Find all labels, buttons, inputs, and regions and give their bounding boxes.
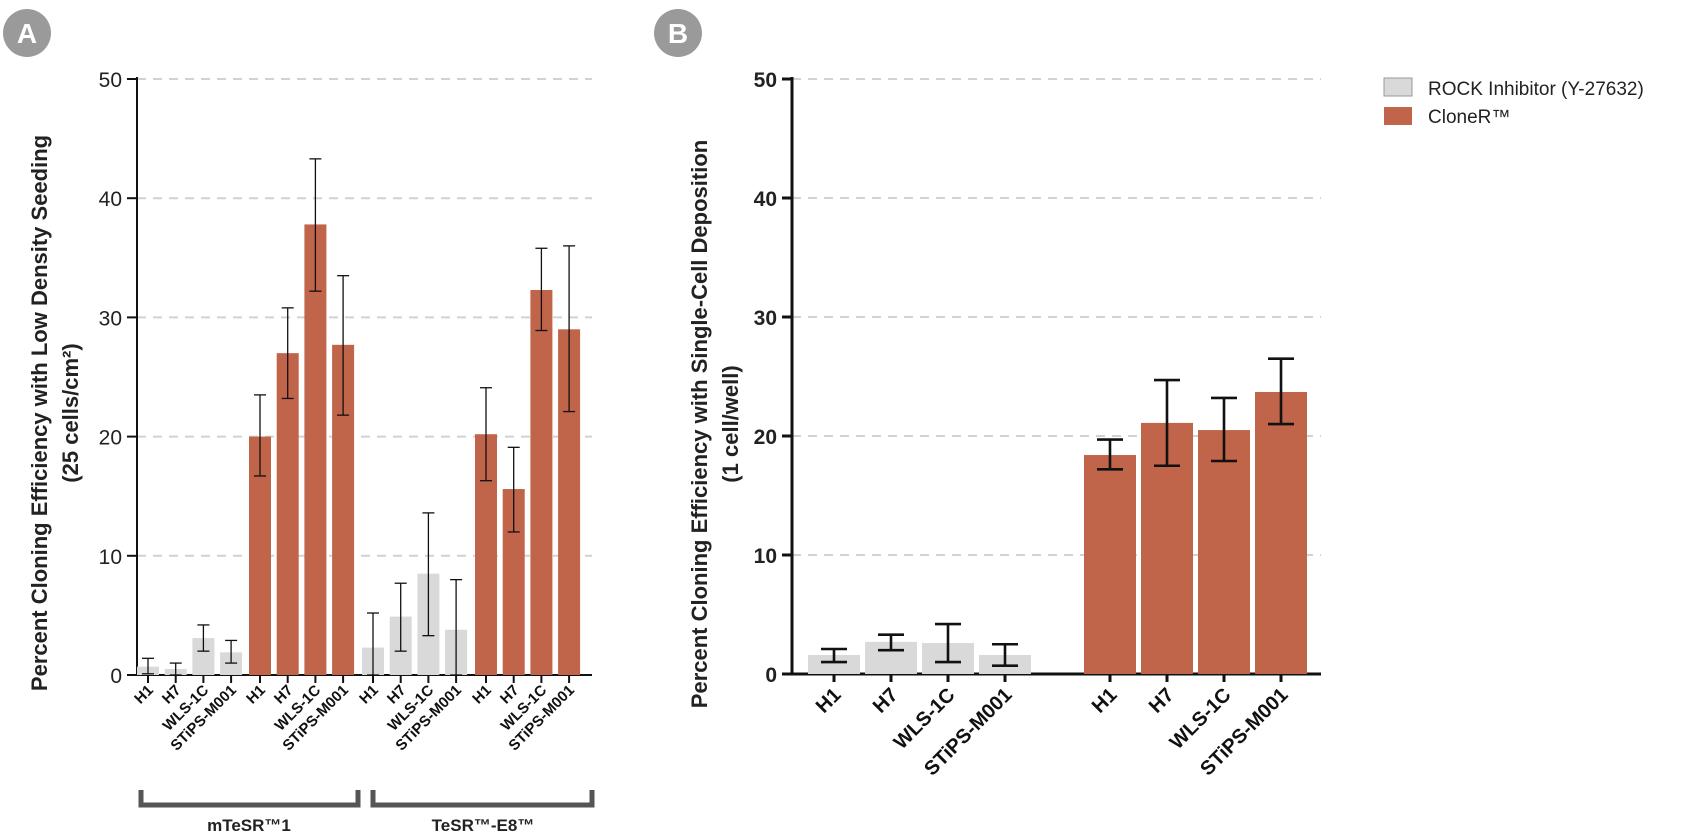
- a-tesr-e8-rock-inhibitor-y-27632-h1-x-label: H1: [356, 682, 382, 708]
- b-cloner-h1-x-label: H1: [1088, 684, 1122, 718]
- a-tesr-e8-cloner-wls-1c-bar: [530, 289, 553, 675]
- y-tick-label-20: 20: [99, 427, 122, 450]
- legend-label-cloner: CloneR™: [1428, 107, 1510, 128]
- y-tick-label-10: 10: [99, 546, 122, 569]
- y-tick-label-30: 30: [754, 307, 777, 330]
- legend: ROCK Inhibitor (Y-27632) CloneR™: [1383, 77, 1644, 128]
- y-tick-label-50: 50: [754, 69, 777, 92]
- b-rock-inhibitor-y-27632-h1-bar: [808, 654, 860, 674]
- a-mtesr-1-cloner-stips-m001-bar: [332, 344, 355, 675]
- group-bracket-mtesr-line: [138, 790, 361, 808]
- y-tick-label-0: 0: [765, 664, 777, 687]
- b-rock-inhibitor-y-27632-h1-x-label: H1: [812, 684, 846, 718]
- b-cloner-stips-m001-bar: [1255, 391, 1307, 674]
- a-tesr-e8-cloner-h1-bar: [475, 434, 497, 675]
- group-bracket-tesr-e8: TeSR™-E8™: [370, 790, 595, 835]
- panel-b-ylabel: Percent Cloning Efficiency with Single-C…: [687, 140, 743, 708]
- panel-a-ylabel-line2: (25 cells/cm²): [58, 343, 83, 482]
- y-tick-label-0: 0: [110, 665, 122, 688]
- y-tick-label-40: 40: [754, 188, 777, 211]
- b-rock-inhibitor-y-27632-h7-x-label: H7: [869, 684, 903, 718]
- panel-b-badge: B: [654, 9, 702, 57]
- a-mtesr-1-rock-inhibitor-y-27632-h1-x-label: H1: [131, 682, 157, 708]
- a-tesr-e8-cloner-h1-x-label: H1: [469, 682, 495, 708]
- panel-b-badge-circle: [654, 9, 702, 57]
- legend-swatch-cloner: [1384, 107, 1412, 125]
- group-label-mtesr: mTeSR™1: [207, 816, 291, 835]
- a-mtesr-1-cloner-h1-bar: [249, 436, 271, 675]
- b-cloner-h7-x-label: H7: [1145, 684, 1179, 718]
- panel-b-ylabel-line1: Percent Cloning Efficiency with Single-C…: [687, 140, 712, 708]
- y-tick-label-50: 50: [99, 69, 122, 92]
- b-cloner-h1-bar: [1084, 455, 1136, 674]
- a-tesr-e8-cloner-h7-bar: [502, 489, 525, 675]
- panel-a-ylabel-line1: Percent Cloning Efficiency with Low Dens…: [27, 135, 52, 691]
- legend-label-rock: ROCK Inhibitor (Y-27632): [1428, 79, 1644, 100]
- panel-b-ylabel-line2: (1 cell/well): [718, 365, 743, 482]
- panel-b-label: B: [668, 18, 688, 49]
- a-mtesr-1-cloner-wls-1c-bar: [304, 224, 327, 675]
- y-tick-label-40: 40: [99, 188, 122, 211]
- panel-a-badge-circle: [3, 9, 51, 57]
- a-mtesr-1-cloner-h7-bar: [276, 353, 299, 675]
- panel-a-ylabel: Percent Cloning Efficiency with Low Dens…: [27, 135, 83, 691]
- panel-a-label: A: [17, 18, 37, 49]
- b-cloner-wls-1c-bar: [1198, 430, 1250, 674]
- y-tick-label-10: 10: [754, 545, 777, 568]
- group-bracket-mtesr: mTeSR™1: [138, 790, 361, 835]
- a-tesr-e8-cloner-stips-m001-bar: [558, 329, 581, 675]
- y-tick-label-30: 30: [99, 307, 122, 330]
- a-mtesr-1-rock-inhibitor-y-27632-wls-1c-bar: [192, 638, 215, 675]
- y-tick-label-20: 20: [754, 426, 777, 449]
- panel-a-badge: A: [3, 9, 51, 57]
- group-label-tesr-e8: TeSR™-E8™: [432, 816, 535, 835]
- group-bracket-tesr-e8-line: [370, 790, 595, 808]
- legend-swatch-rock: [1383, 77, 1413, 97]
- a-mtesr-1-cloner-h1-x-label: H1: [243, 682, 269, 708]
